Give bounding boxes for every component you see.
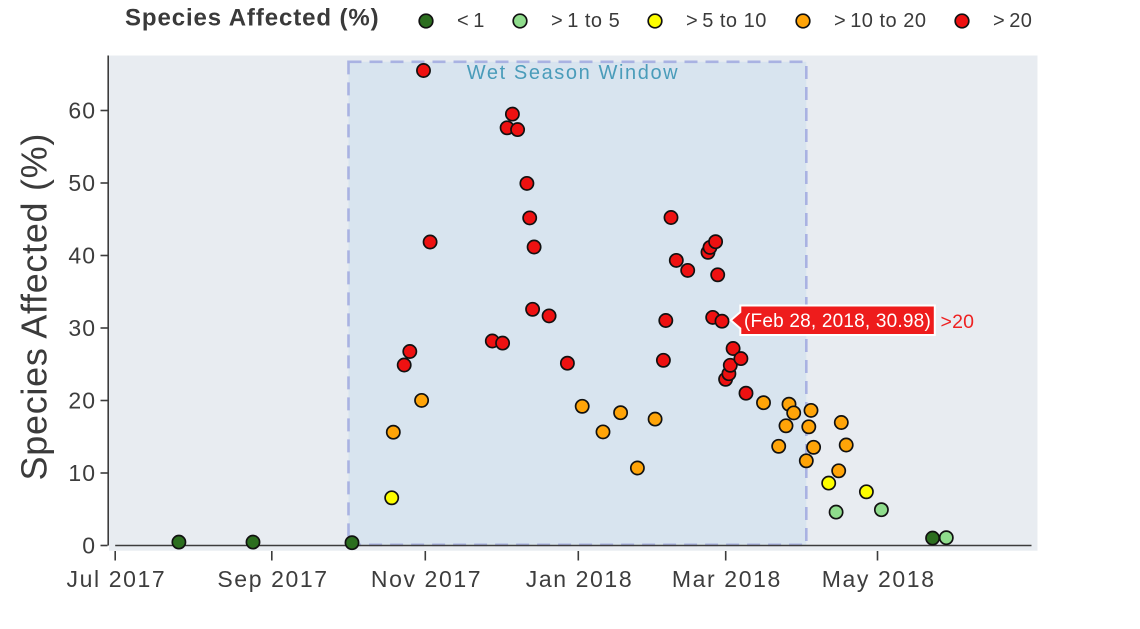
svg-text:20: 20 xyxy=(68,388,96,414)
svg-text:40: 40 xyxy=(68,243,96,269)
svg-text:May 2018: May 2018 xyxy=(822,566,936,592)
svg-text:>20: >20 xyxy=(941,311,975,333)
svg-text:>5 to 10: >5 to 10 xyxy=(686,10,767,32)
svg-text:Sep 2017: Sep 2017 xyxy=(217,566,328,592)
svg-text:Jan 2018: Jan 2018 xyxy=(526,566,633,592)
svg-text:>1 to 5: >1 to 5 xyxy=(551,10,620,32)
svg-text:Nov 2017: Nov 2017 xyxy=(371,566,482,592)
svg-text:10: 10 xyxy=(68,460,96,486)
svg-text:Species Affected (%): Species Affected (%) xyxy=(125,5,380,32)
svg-text:Mar 2018: Mar 2018 xyxy=(672,566,782,592)
svg-text:>10 to 20: >10 to 20 xyxy=(834,10,926,32)
svg-text:Wet Season Window: Wet Season Window xyxy=(467,62,679,84)
svg-text:30: 30 xyxy=(68,315,96,341)
svg-text:Jul 2017: Jul 2017 xyxy=(67,566,167,592)
svg-text:50: 50 xyxy=(68,170,96,196)
svg-text:(Feb 28, 2018, 30.98): (Feb 28, 2018, 30.98) xyxy=(744,311,931,332)
svg-text:<1: <1 xyxy=(457,10,485,32)
svg-text:>20: >20 xyxy=(993,10,1032,32)
svg-text:0: 0 xyxy=(82,533,96,559)
svg-text:Species Affected (%): Species Affected (%) xyxy=(13,133,54,481)
svg-text:60: 60 xyxy=(68,98,96,124)
